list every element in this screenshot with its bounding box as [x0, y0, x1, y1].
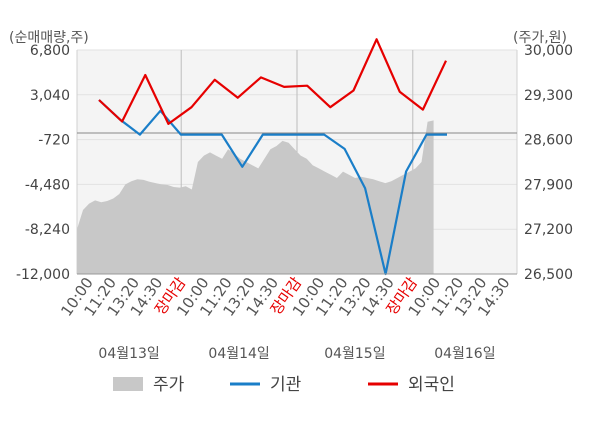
left-tick-label: 6,800 — [30, 43, 70, 59]
foreign-line — [98, 38, 447, 126]
legend-label: 외국인 — [408, 375, 455, 395]
right-tick-label: 28,600 — [524, 133, 573, 149]
right-axis-ticks: 30,000 29,300 28,600 27,900 27,200 26,500 — [524, 43, 573, 283]
right-tick-label: 26,500 — [524, 267, 573, 283]
right-tick-label: 30,000 — [524, 43, 573, 59]
institution-line — [98, 99, 447, 276]
date-label: 04월15일 — [324, 346, 385, 362]
right-tick-label: 29,300 — [524, 88, 573, 104]
left-tick-label: 3,040 — [30, 88, 70, 104]
right-tick-label: 27,900 — [524, 177, 573, 193]
left-axis-ticks: 6,800 3,040 -720 -4,480 -8,240 -12,000 — [16, 43, 70, 283]
right-tick-label: 27,200 — [524, 222, 573, 238]
left-tick-label: -720 — [38, 133, 70, 149]
right-axis-unit: (주가,원) — [513, 30, 567, 46]
trading-lines — [98, 38, 447, 276]
date-label: 04월14일 — [208, 346, 269, 362]
legend: 주가 기관 외국인 — [113, 375, 455, 395]
left-tick-label: -12,000 — [16, 267, 70, 283]
price-area-series — [77, 120, 434, 275]
left-axis-unit: (순매매량,주) — [9, 30, 89, 46]
date-labels: 04월13일 04월14일 04월15일 04월16일 — [98, 346, 495, 362]
legend-swatch-price — [113, 377, 143, 391]
date-label: 04월16일 — [434, 346, 495, 362]
x-axis-ticks: 10:0011:2013:2014:30장마감10:0011:2013:2014… — [57, 274, 513, 320]
legend-label: 기관 — [270, 375, 301, 395]
left-tick-label: -8,240 — [25, 222, 70, 238]
legend-label: 주가 — [153, 375, 185, 395]
date-label: 04월13일 — [98, 346, 159, 362]
left-tick-label: -4,480 — [25, 177, 70, 193]
price-area — [77, 120, 434, 275]
